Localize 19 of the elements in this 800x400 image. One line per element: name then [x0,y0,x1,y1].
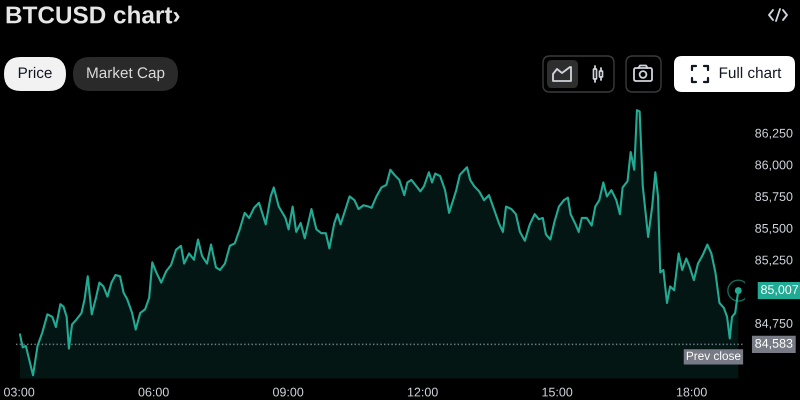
text: Full chart [720,66,782,78]
annotation: 84,583 [755,338,792,350]
annotation: 85,007 [761,285,798,296]
y-tick-label: 85,500 [755,224,792,234]
x-tick-label: 03:00 [4,388,34,397]
x-tick-label: 09:00 [272,388,304,397]
x-tick-label: 15:00 [542,388,572,397]
x-tick-label: 18:00 [676,388,707,397]
y-tick-label: 85,750 [755,192,792,203]
x-tick-label: 12:00 [408,388,438,397]
y-tick-label: 86,000 [755,160,792,171]
text: Market Cap [87,66,164,82]
ref-line-label: Prev close [686,351,740,360]
text: Price [18,66,52,78]
y-tick-label: 84,750 [755,319,792,330]
y-tick-label: 86,250 [755,128,792,140]
chart-title: BTCUSD chart› [6,6,180,24]
y-tick-label: 85,250 [755,256,792,266]
x-tick-label: 06:00 [138,388,169,397]
